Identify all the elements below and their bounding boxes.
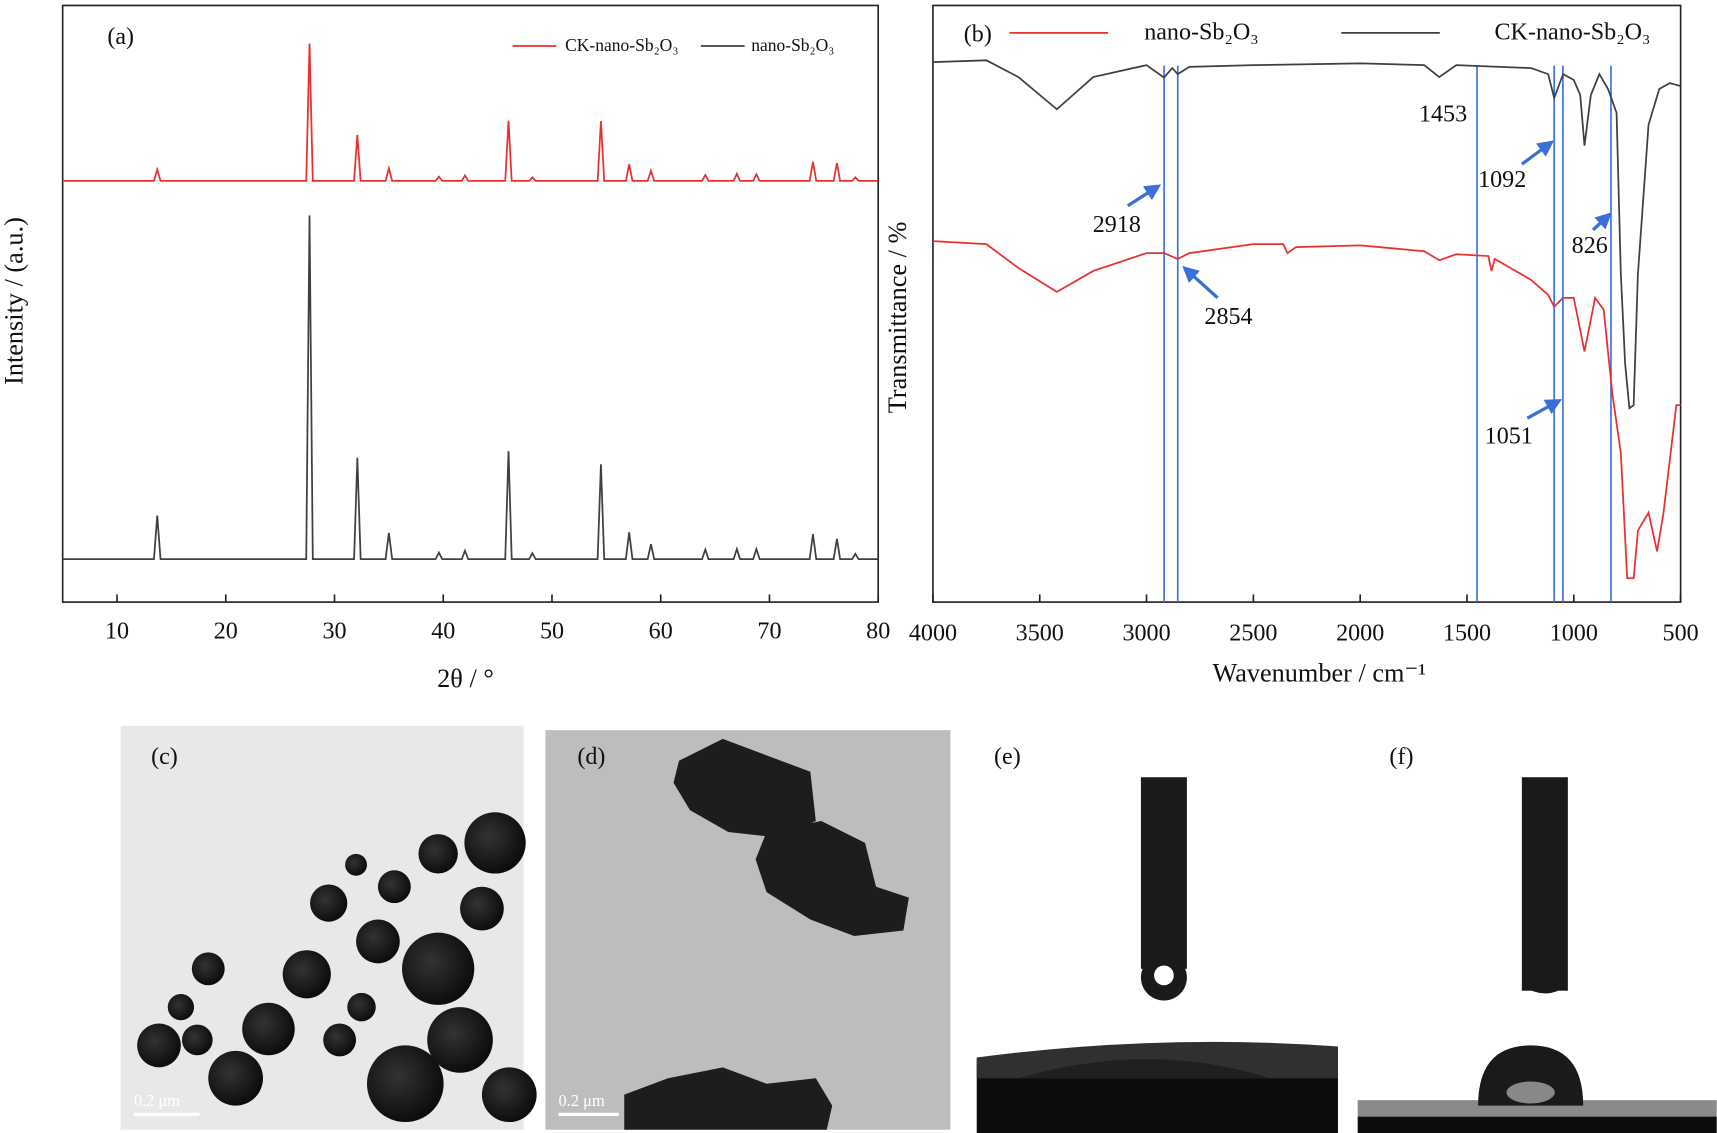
x-tick-label: 1000 [1550, 620, 1598, 646]
annotation-arrow [1526, 399, 1562, 420]
plot-frame [932, 4, 1682, 603]
x-axis-label: 2θ / ° [437, 664, 494, 693]
y-axis-label: Transmittance / % [883, 222, 912, 414]
annotation-label: 2918 [1093, 212, 1141, 238]
legend-label: CK-nano-Sb₂O₃ [1495, 19, 1651, 45]
annotation-label: 1092 [1478, 167, 1526, 193]
scale-bar-label: 0.2 μm [559, 1091, 605, 1110]
panel-label: (e) [994, 744, 1021, 770]
legend-label: nano-Sb₂O₃ [751, 35, 834, 55]
x-axis-label: Wavenumber / cm⁻¹ [1213, 658, 1427, 687]
x-tick-label: 3000 [1122, 620, 1170, 646]
legend-label: nano-Sb₂O₃ [1144, 19, 1258, 45]
annotation-arrow [1182, 266, 1219, 299]
tem-image-c [120, 725, 537, 1130]
panel-label: (b) [964, 22, 992, 48]
annotation-arrow [1591, 212, 1612, 232]
x-tick-label: 70 [757, 618, 781, 644]
annotation-label: 826 [1572, 233, 1608, 259]
series-line [932, 59, 1681, 410]
annotation-arrow [1520, 140, 1555, 166]
x-tick-label: 4000 [909, 620, 957, 646]
x-tick-label: 80 [866, 618, 890, 644]
contact-angle-f [1357, 766, 1717, 1133]
annotation-label: 2854 [1204, 304, 1252, 330]
x-tick-label: 20 [214, 618, 238, 644]
legend-label: CK-nano-Sb₂O₃ [565, 35, 678, 55]
x-tick-label: 50 [540, 618, 564, 644]
series-line [62, 43, 879, 182]
x-tick-label: 1500 [1443, 620, 1491, 646]
series-line [932, 240, 1681, 580]
x-tick-label: 2500 [1229, 620, 1277, 646]
x-tick-label: 3500 [1016, 620, 1064, 646]
annotation-label: 1051 [1485, 423, 1533, 449]
x-tick-label: 60 [649, 618, 673, 644]
x-tick-label: 30 [322, 618, 346, 644]
panel-label: (d) [577, 744, 605, 770]
annotation-arrow [1126, 184, 1162, 208]
panel-label: (a) [107, 24, 134, 50]
x-tick-label: 2000 [1336, 620, 1384, 646]
annotation-label: 1453 [1419, 102, 1467, 128]
panel-label: (f) [1389, 744, 1413, 770]
tem-image-d [545, 730, 951, 1130]
x-tick-label: 10 [105, 618, 129, 644]
panel-label: (c) [151, 744, 178, 770]
x-tick-label: 40 [431, 618, 455, 644]
contact-angle-e [976, 766, 1338, 1133]
series-line [62, 215, 879, 561]
plot-frame [61, 4, 880, 603]
x-tick-label: 500 [1663, 620, 1699, 646]
scale-bar-label: 0.2 μm [134, 1091, 180, 1110]
y-axis-label: Intensity / (a.u.) [0, 217, 29, 385]
